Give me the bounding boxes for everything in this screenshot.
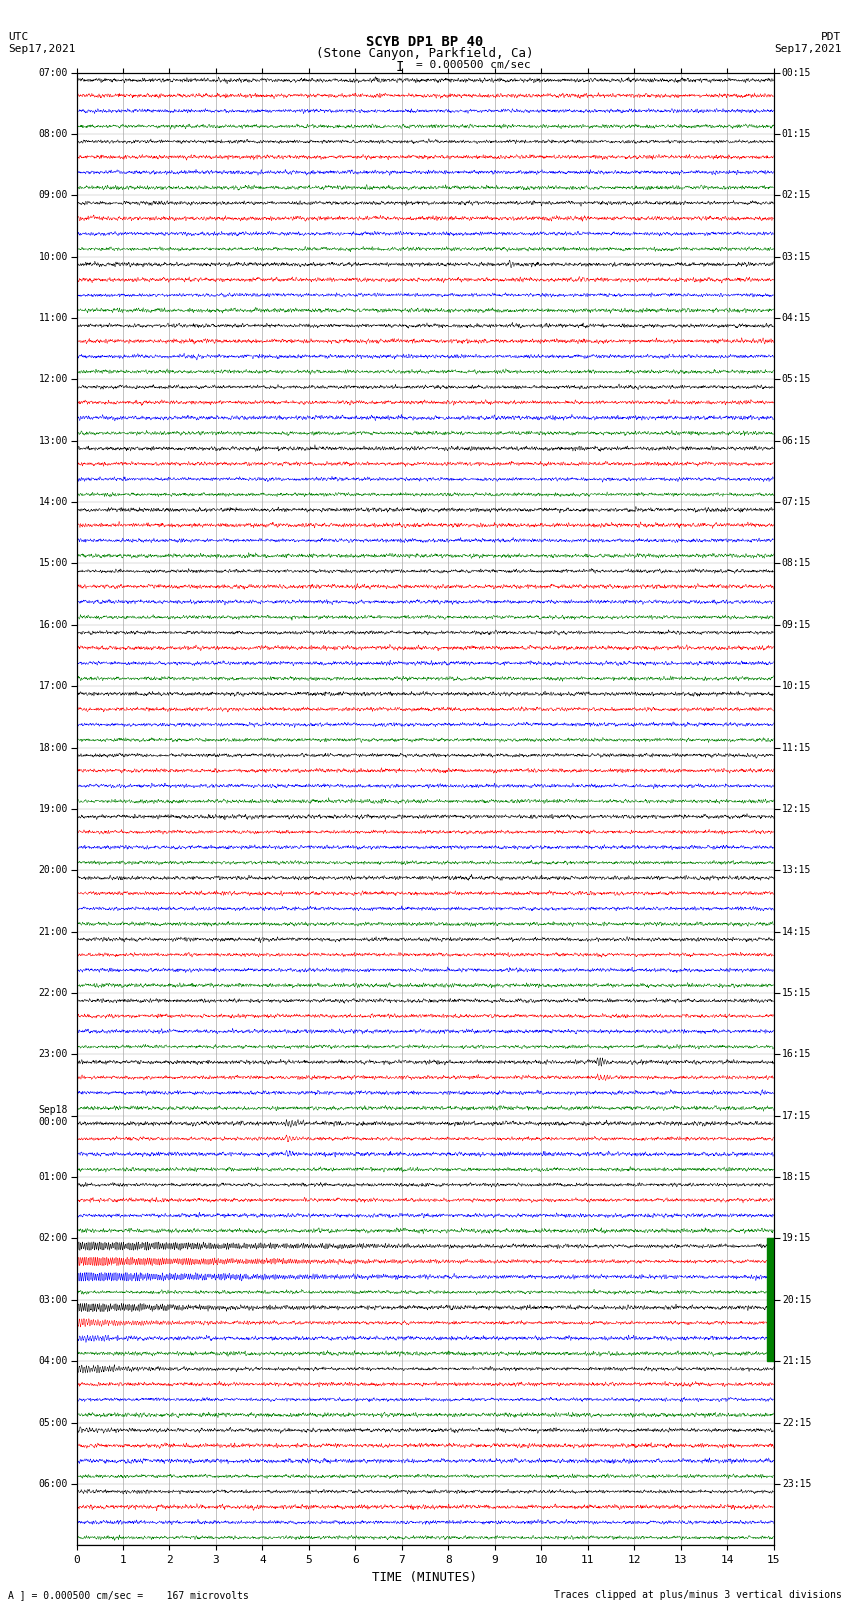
Text: I: I <box>395 60 404 74</box>
Bar <box>767 1239 774 1300</box>
X-axis label: TIME (MINUTES): TIME (MINUTES) <box>372 1571 478 1584</box>
Text: Traces clipped at plus/minus 3 vertical divisions: Traces clipped at plus/minus 3 vertical … <box>553 1590 842 1600</box>
Text: A ] = 0.000500 cm/sec =    167 microvolts: A ] = 0.000500 cm/sec = 167 microvolts <box>8 1590 249 1600</box>
Text: PDT: PDT <box>821 32 842 42</box>
Bar <box>767 1300 774 1361</box>
Text: = 0.000500 cm/sec: = 0.000500 cm/sec <box>416 60 531 69</box>
Text: Sep17,2021: Sep17,2021 <box>774 44 842 53</box>
Text: UTC: UTC <box>8 32 29 42</box>
Text: SCYB DP1 BP 40: SCYB DP1 BP 40 <box>366 35 484 50</box>
Text: (Stone Canyon, Parkfield, Ca): (Stone Canyon, Parkfield, Ca) <box>316 47 534 60</box>
Text: Sep17,2021: Sep17,2021 <box>8 44 76 53</box>
